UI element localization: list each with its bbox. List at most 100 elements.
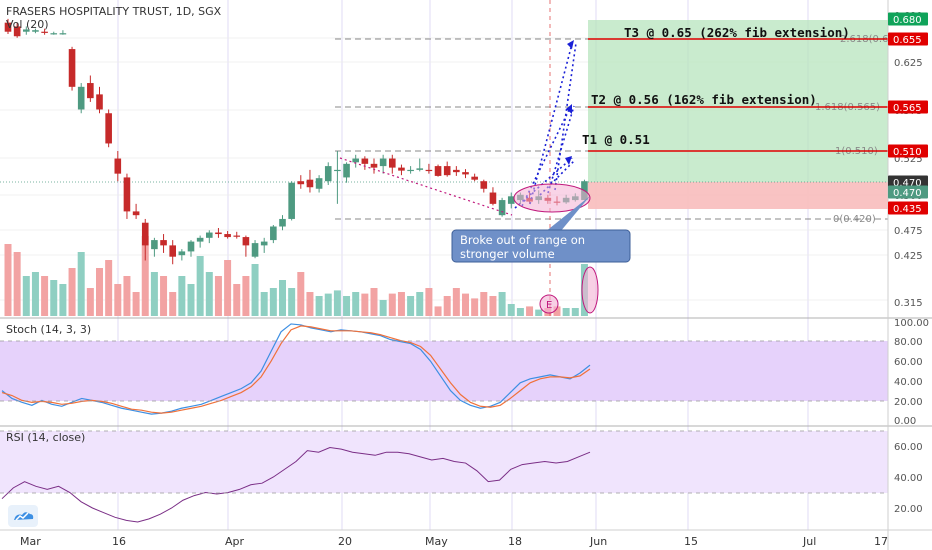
candle-body <box>23 29 30 32</box>
price-tick: 0.625 <box>894 58 923 69</box>
candle <box>416 158 424 172</box>
price-badge-label: 0.510 <box>893 147 922 158</box>
candle-body <box>480 181 488 189</box>
volume-bar <box>123 276 131 316</box>
candle-body <box>224 234 231 238</box>
candle-body <box>416 168 424 170</box>
volume-bar <box>288 288 296 316</box>
time-tick: Jun <box>589 535 607 548</box>
volume-bar <box>361 293 369 316</box>
candle <box>141 218 149 261</box>
candle <box>297 175 305 189</box>
candle-body <box>443 166 451 176</box>
volume-bar <box>77 252 85 316</box>
time-tick: 17 <box>874 535 888 548</box>
rsi-tick: 60.00 <box>894 442 923 453</box>
price-badge-bg <box>888 175 928 189</box>
volume-bar <box>187 284 195 316</box>
candle <box>370 158 378 174</box>
candle-body <box>50 33 58 35</box>
volume-bar <box>105 260 113 316</box>
t1-annotation: T1 @ 0.51 <box>582 132 650 147</box>
volume-bar <box>260 292 268 316</box>
candle <box>324 162 332 185</box>
candle-body <box>306 179 314 188</box>
volume-bar <box>297 272 305 316</box>
candle-body <box>96 94 103 110</box>
candle-body <box>41 31 48 33</box>
candle <box>480 179 488 193</box>
candle-body <box>507 196 515 204</box>
volume-bar <box>160 276 168 316</box>
projection-arrows <box>514 39 577 209</box>
price-axis[interactable]: 0.6800.6250.5750.5250.5000.4750.4250.315… <box>894 11 929 515</box>
candle-body <box>370 163 378 168</box>
volume-bar <box>379 300 387 316</box>
candle-body <box>453 169 460 173</box>
candle <box>32 28 39 34</box>
candle <box>50 31 58 35</box>
price-badge-bg <box>888 32 928 46</box>
volume-bar <box>114 284 122 316</box>
candle <box>77 83 85 114</box>
time-tick: Jul <box>802 535 816 548</box>
candle <box>471 173 478 182</box>
candle <box>123 173 131 219</box>
candle-body <box>87 83 94 99</box>
candle-body <box>389 158 396 168</box>
candle <box>215 228 222 238</box>
candle-body <box>132 211 140 216</box>
price-tick: 0.525 <box>894 154 923 165</box>
candle <box>398 164 405 176</box>
volume-bar <box>178 276 186 316</box>
candle-body <box>324 166 332 182</box>
candle <box>105 109 112 148</box>
candle-body <box>59 33 67 35</box>
candle <box>407 166 414 174</box>
price-badge-bg <box>888 12 928 26</box>
volume-bar <box>315 296 323 316</box>
candle-body <box>114 158 122 174</box>
candle <box>233 231 241 239</box>
volume-bar <box>489 296 497 316</box>
candle-body <box>279 218 286 227</box>
price-badge-label: 0.470 <box>893 188 922 199</box>
candle-body <box>233 235 241 237</box>
price-tick: 0.425 <box>894 251 923 262</box>
time-tick: 20 <box>338 535 352 548</box>
rsi-tick: 40.00 <box>894 473 923 484</box>
volume-bar <box>562 308 570 316</box>
volume-bar <box>68 268 76 316</box>
breakout-range-ellipse <box>513 183 591 213</box>
candle-body <box>4 22 12 32</box>
t3-annotation: T3 @ 0.65 (262% fib extension) <box>624 25 850 40</box>
volume-bar <box>388 293 396 316</box>
candle-body <box>434 166 442 176</box>
candle-body <box>77 86 85 110</box>
stoch-tick: 60.00 <box>894 357 923 368</box>
candle <box>279 215 286 231</box>
callout-text-line2: stronger volume <box>460 247 555 261</box>
candle <box>242 235 250 257</box>
price-tick: 0.315 <box>894 298 923 309</box>
candle-body <box>13 26 21 37</box>
time-tick: 18 <box>508 535 522 548</box>
volume-bar <box>31 272 39 316</box>
volume-bar <box>498 292 506 316</box>
tradingview-logo-icon[interactable] <box>8 505 38 527</box>
volume-bar <box>214 276 222 316</box>
candle <box>498 197 506 217</box>
rsi-label: RSI (14, close) <box>6 431 85 444</box>
volume-bar <box>233 284 241 316</box>
price-badge-bg <box>888 201 928 215</box>
candle-body <box>352 158 359 163</box>
candle <box>425 163 433 174</box>
rsi-band <box>0 431 888 493</box>
candle <box>23 26 30 35</box>
candle-body <box>178 251 186 256</box>
volume-bar <box>352 292 360 316</box>
time-axis[interactable]: Mar 16 Apr 20 May 18 Jun 15 Jul 17 <box>20 535 888 548</box>
volume-bar <box>306 292 314 316</box>
volume-bar <box>150 272 158 316</box>
